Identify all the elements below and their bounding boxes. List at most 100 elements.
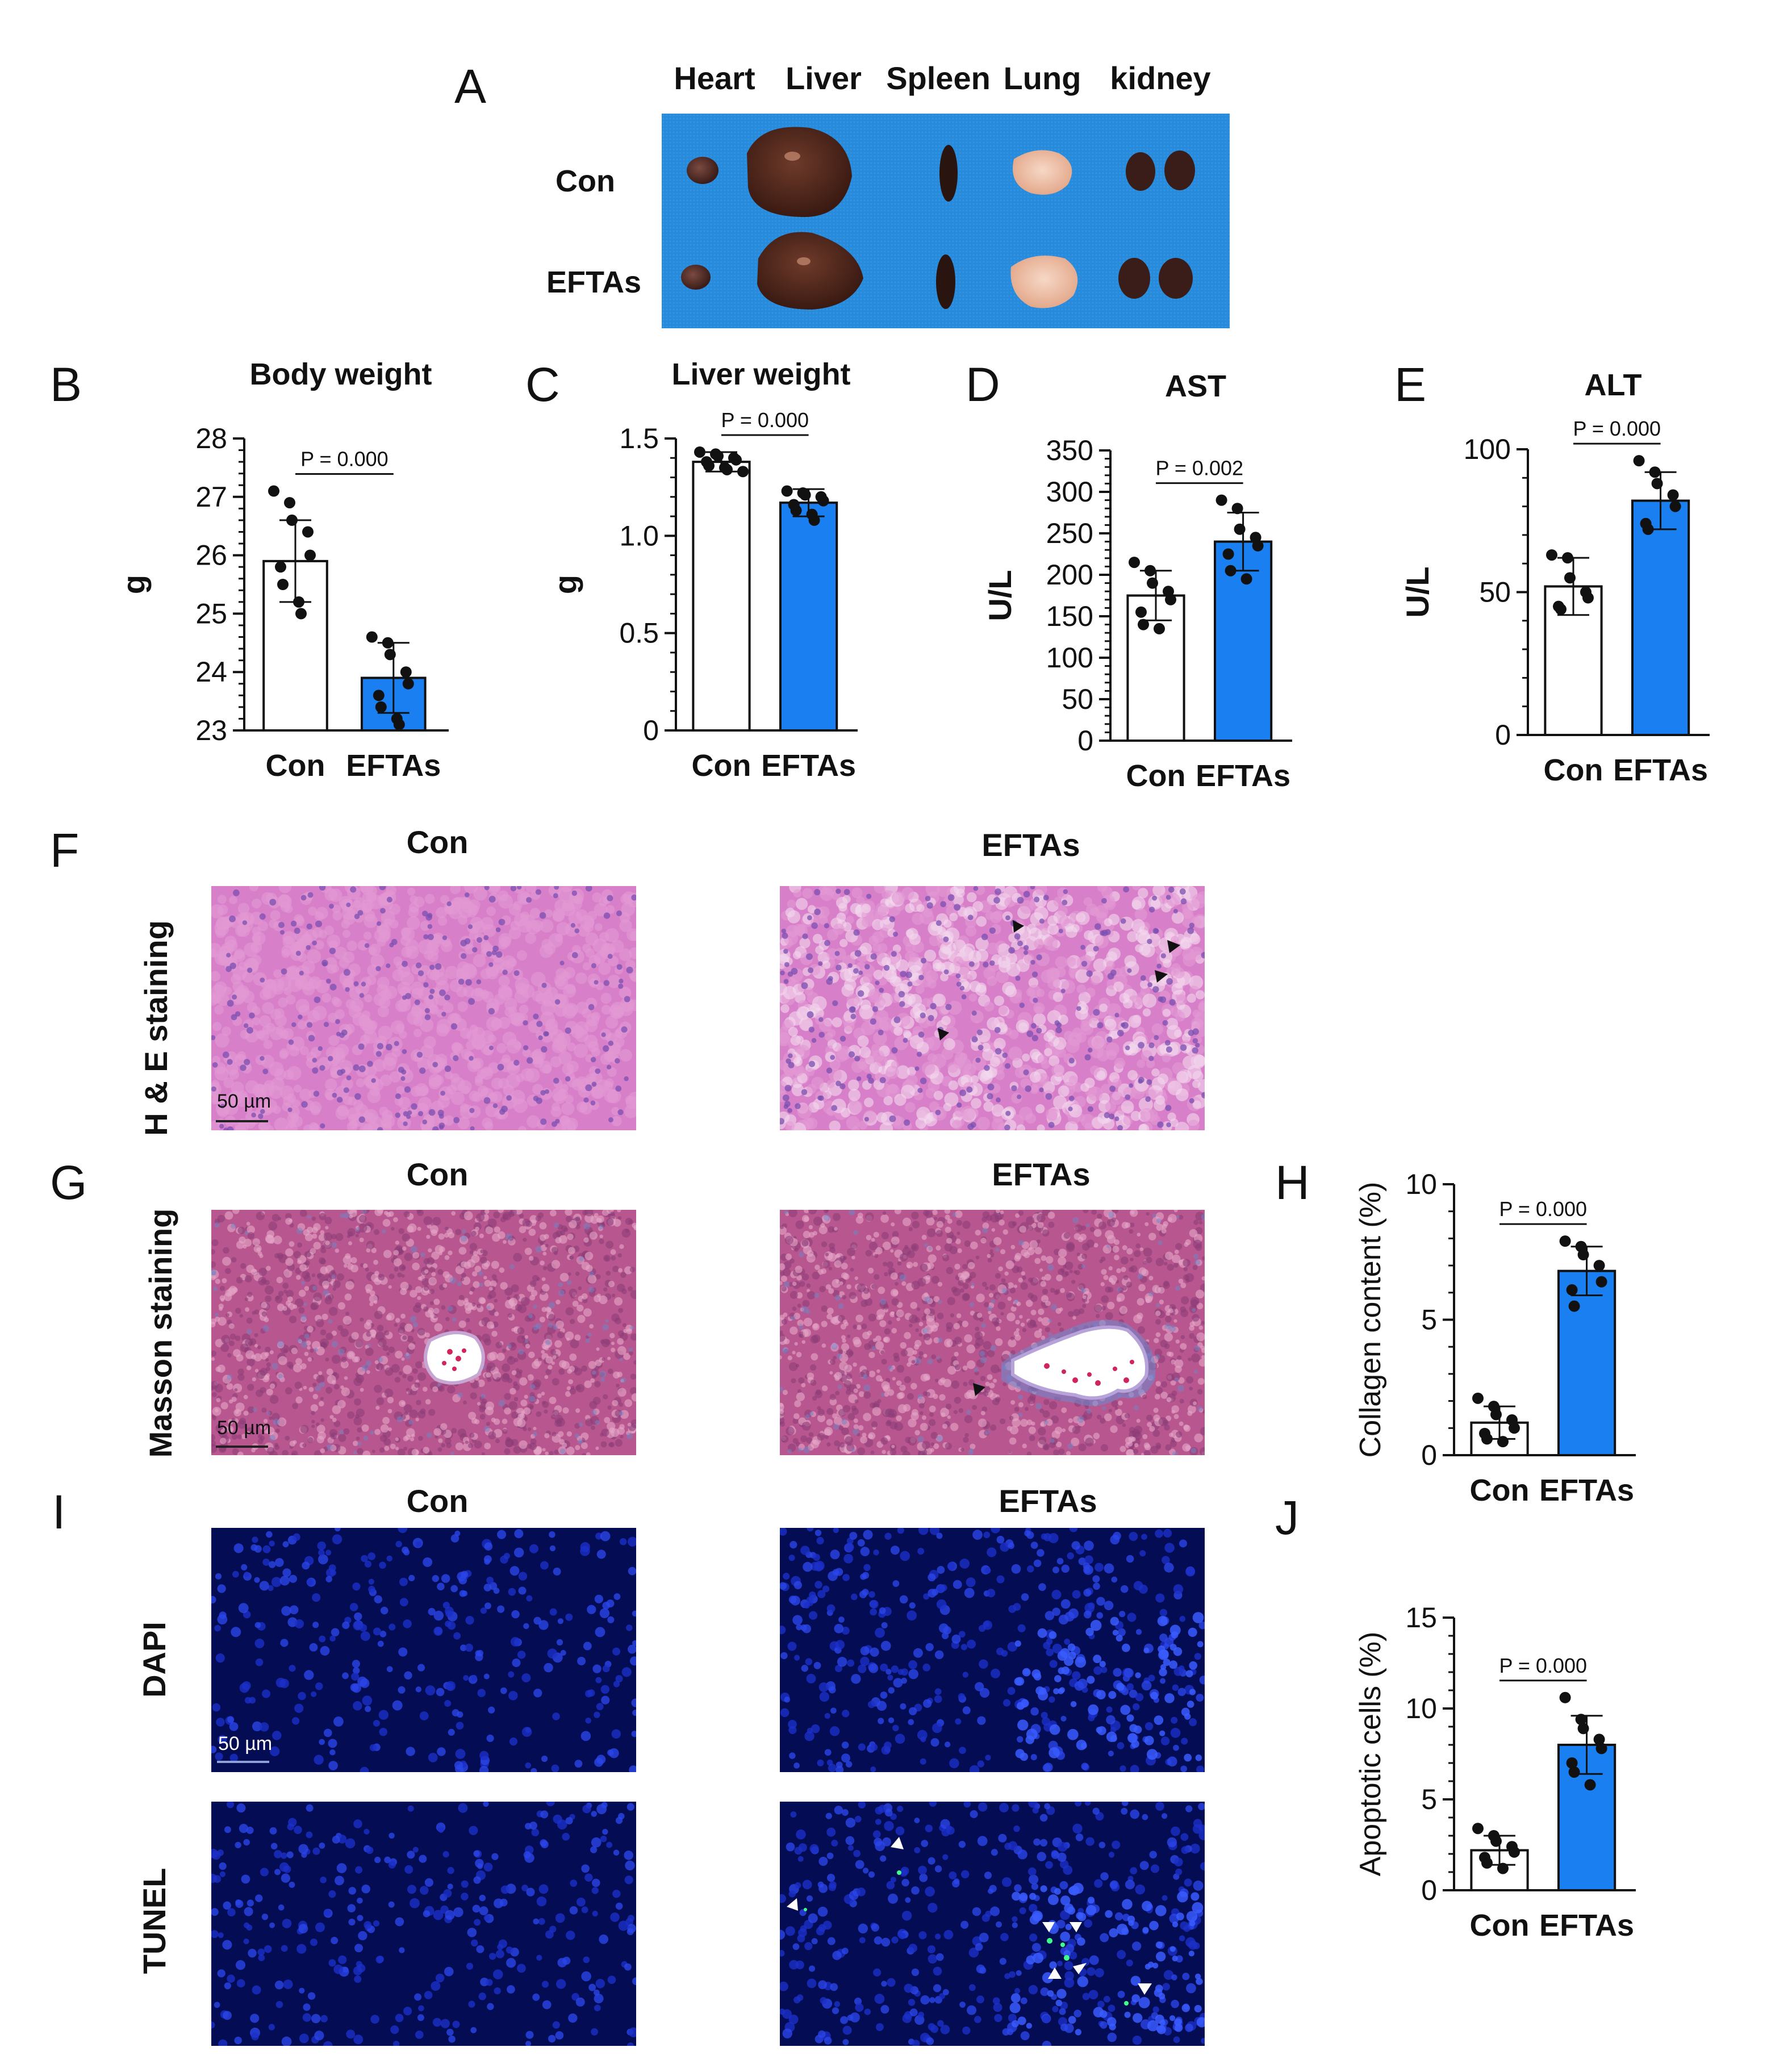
panel-letter-i: I [52, 1485, 66, 1539]
data-point [1568, 1766, 1580, 1778]
tunel-eftas-image [780, 1802, 1205, 2046]
organ-liver-con [747, 127, 852, 218]
data-point [1144, 565, 1156, 577]
y-tick-label: 28 [195, 423, 227, 454]
data-point [1584, 1779, 1596, 1791]
category-label: EFTAs [761, 749, 856, 783]
y-tick-label: 27 [195, 481, 227, 513]
organ-label-heart: Heart [674, 60, 755, 96]
data-point [817, 495, 829, 507]
y-tick-label: 5 [1421, 1783, 1437, 1815]
data-point [1222, 548, 1234, 560]
data-point [1582, 592, 1594, 604]
y-tick-label: 50 [1062, 683, 1093, 715]
organ-lung-con [1013, 150, 1072, 195]
data-point [275, 561, 286, 573]
y-tick-label: 250 [1046, 517, 1093, 549]
p-value-label: P = 0.000 [1573, 417, 1661, 440]
data-point [1566, 1757, 1578, 1769]
tunel-arrows [787, 1837, 1152, 2006]
chart-title: ALT [1585, 368, 1642, 402]
y-tick-label: 200 [1046, 559, 1093, 591]
y-axis-label: U/L [982, 570, 1018, 621]
data-point [1240, 573, 1252, 585]
data-point [1595, 1743, 1607, 1754]
chart-title: Body weight [250, 357, 432, 391]
dapi-row-label: DAPI [136, 1622, 172, 1698]
organ-label-lung: Lung [1003, 60, 1081, 96]
y-tick-label: 0 [1421, 1439, 1437, 1471]
organ-kidney-con-1 [1126, 152, 1155, 191]
data-point [286, 514, 298, 526]
chart-title: AST [1165, 369, 1226, 403]
he-con-image [211, 886, 636, 1130]
data-point [382, 637, 394, 649]
y-axis-label: Collagen content (%) [1354, 1182, 1387, 1458]
data-point [721, 463, 733, 475]
data-point [1595, 1276, 1607, 1288]
data-point [1509, 1422, 1520, 1434]
data-point [302, 526, 314, 538]
dapi-scale-label: 50 µm [218, 1733, 273, 1754]
data-point [1215, 494, 1227, 506]
organ-kidney-eftas-1 [1118, 258, 1150, 299]
data-point [1568, 1300, 1580, 1312]
arrowhead-8 [1042, 1922, 1055, 1932]
panel-letter-b: B [50, 358, 82, 411]
y-tick-label: 26 [195, 540, 227, 571]
p-value-label: P = 0.000 [1499, 1197, 1587, 1221]
data-point [1546, 549, 1557, 561]
data-point [1231, 503, 1243, 515]
y-axis-label: g [548, 575, 583, 594]
data-point [400, 666, 412, 678]
he-con-header: Con [406, 824, 469, 860]
arrowhead-6 [891, 1837, 904, 1849]
category-label: EFTAs [1539, 1908, 1634, 1943]
category-label: EFTAs [346, 749, 441, 783]
data-point [808, 514, 820, 526]
data-point [1562, 552, 1573, 564]
data-point [730, 454, 742, 466]
he-scale-bar [216, 1120, 268, 1122]
organ-label-liver: Liver [786, 60, 862, 96]
data-point [1154, 623, 1165, 634]
arrowhead-2 [1167, 940, 1180, 953]
category-label: Con [1470, 1473, 1530, 1507]
data-point [1129, 557, 1140, 569]
data-point [293, 596, 304, 608]
organ-row-label-con: Con [555, 164, 615, 198]
y-tick-label: 0.5 [619, 617, 659, 649]
he-arrows [938, 920, 1180, 1041]
bar [779, 502, 838, 732]
arrowhead-11 [1073, 1963, 1087, 1974]
y-axis-label: Apoptotic cells (%) [1354, 1632, 1387, 1877]
he-scale-label: 50 µm [217, 1091, 271, 1112]
data-point [1472, 1392, 1484, 1404]
fluor-eftas-header: EFTAs [999, 1483, 1097, 1519]
dapi-eftas-image [780, 1528, 1205, 1772]
he-eftas-header: EFTAs [981, 827, 1080, 863]
y-tick-label: 5 [1421, 1304, 1437, 1336]
data-point [277, 579, 289, 590]
data-point [1642, 523, 1654, 535]
organ-spleen-eftas [936, 254, 955, 309]
category-label: Con [1126, 759, 1186, 793]
y-tick-label: 10 [1405, 1168, 1437, 1200]
tunel-row-label: TUNEL [136, 1868, 172, 1974]
y-tick-label: 0 [1495, 719, 1511, 751]
organ-heart-con [687, 157, 719, 184]
data-point [1138, 619, 1149, 630]
data-point [1577, 1249, 1589, 1261]
p-value-label: P = 0.000 [721, 408, 809, 432]
panel-letter-e: E [1394, 358, 1427, 411]
y-tick-label: 15 [1405, 1602, 1437, 1634]
data-point [1566, 1284, 1578, 1296]
masson-con-image [211, 1210, 636, 1455]
masson-eftas-vessel [973, 1319, 1156, 1406]
masson-scale-label: 50 µm [217, 1417, 271, 1439]
y-axis-label: U/L [1400, 566, 1435, 617]
dapi-scale-bar [217, 1761, 269, 1763]
